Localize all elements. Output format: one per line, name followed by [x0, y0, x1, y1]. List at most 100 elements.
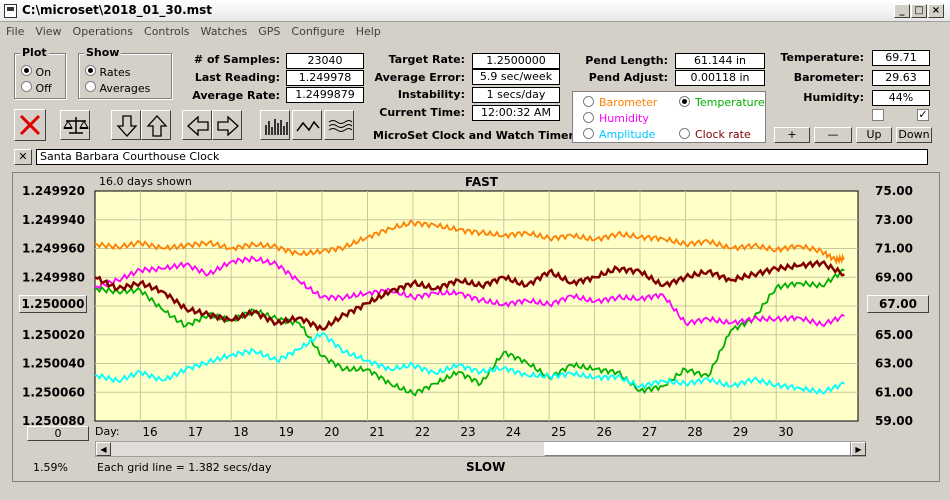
average-error-label: Average Error: — [374, 71, 465, 84]
left-tick-label: 1.249940 — [22, 213, 85, 227]
series-amplitude-radio[interactable] — [583, 128, 594, 139]
target-rate-field: 1.2500000 — [472, 53, 560, 69]
close-window-button[interactable]: × — [928, 4, 944, 18]
arrow-up-button[interactable] — [141, 110, 171, 140]
humidity-field: 44% — [872, 90, 930, 106]
down-button[interactable]: Down — [896, 127, 932, 143]
series-temperature-radio[interactable] — [679, 96, 690, 107]
menu-file[interactable]: File — [6, 25, 25, 38]
x-tick-label: 27 — [642, 425, 657, 439]
plot-off-option[interactable]: Off — [21, 81, 52, 95]
arrow-left-button[interactable] — [182, 110, 212, 140]
left-tick-label: 1.250060 — [22, 385, 85, 399]
series-humidity-option[interactable]: Humidity — [583, 112, 649, 125]
menu-help[interactable]: Help — [355, 25, 381, 38]
line-wave-icon — [296, 120, 320, 132]
show-averages-radio[interactable] — [85, 81, 96, 92]
instability-field: 1 secs/day — [472, 87, 560, 103]
left-zero-button[interactable]: 0 — [27, 426, 89, 441]
balance-scale-icon — [63, 117, 89, 134]
close-clock-button[interactable]: ✕ — [14, 149, 32, 165]
series-barometer-option[interactable]: Barometer — [583, 96, 657, 109]
x-tick-label: 25 — [551, 425, 566, 439]
pend-length-field: 61.144 in — [675, 53, 765, 69]
menu-view[interactable]: View — [35, 25, 62, 38]
series-humidity-label: Humidity — [599, 112, 649, 125]
menu-operations[interactable]: Operations — [72, 25, 134, 38]
scroll-right-button[interactable]: ▶ — [851, 442, 866, 456]
arrow-right-button[interactable] — [212, 110, 242, 140]
show-averages-label: Averages — [99, 82, 151, 95]
percent-label: 1.59% — [33, 461, 68, 474]
arrow-left-icon — [187, 115, 209, 137]
series-barometer-radio[interactable] — [583, 96, 594, 107]
pend-adjust-label: Pend Adjust: — [588, 71, 668, 84]
right-tick-label: 71.00 — [875, 242, 913, 256]
bar-view-button[interactable] — [260, 110, 290, 140]
left-tick-label: 1.249980 — [22, 270, 85, 284]
scroll-left-button[interactable]: ◀ — [96, 442, 111, 456]
x-tick-label: 23 — [460, 425, 475, 439]
right-tick-label: 59.00 — [875, 414, 913, 428]
app-icon — [4, 4, 17, 18]
option-checkbox-2[interactable]: ✓ — [917, 108, 929, 121]
series-clock-rate-radio[interactable] — [679, 128, 690, 139]
left-value-box[interactable]: 1.250000 — [19, 295, 87, 313]
menu-controls[interactable]: Controls — [144, 25, 190, 38]
series-lines — [94, 219, 845, 397]
x-tick-label: 16 — [142, 425, 157, 439]
plot-off-label: Off — [35, 82, 52, 95]
right-tick-label: 75.00 — [875, 184, 913, 198]
up-button[interactable]: Up — [856, 127, 892, 143]
red-x-icon — [19, 114, 41, 136]
pend-adjust-field: 0.00118 in — [675, 70, 765, 86]
x-tick-label: 28 — [687, 425, 702, 439]
plus-button[interactable]: + — [774, 127, 810, 143]
series-clock-rate-option[interactable]: Clock rate — [679, 128, 751, 141]
horizontal-scrollbar[interactable]: ◀ ▶ — [95, 441, 866, 457]
x-tick-label: 20 — [324, 425, 339, 439]
right-tick-label: 63.00 — [875, 357, 913, 371]
x-tick-label: 29 — [733, 425, 748, 439]
series-amplitude-label: Amplitude — [599, 128, 656, 141]
clear-button[interactable] — [14, 109, 46, 141]
plot-off-radio[interactable] — [21, 81, 32, 92]
right-tick-label: 73.00 — [875, 213, 913, 227]
barometer-field: 29.63 — [872, 70, 930, 86]
show-rates-option[interactable]: Rates — [85, 65, 130, 79]
line-view-button[interactable] — [292, 110, 322, 140]
menu-gps[interactable]: GPS — [258, 25, 281, 38]
left-tick-label: 1.250040 — [22, 357, 85, 371]
series-temperature-option[interactable]: Temperature — [679, 96, 765, 109]
series-amplitude-option[interactable]: Amplitude — [583, 128, 655, 141]
barometer-label: Barometer: — [793, 71, 864, 84]
clock-name-field[interactable]: Santa Barbara Courthouse Clock — [36, 149, 928, 165]
average-rate-field: 1.2499879 — [286, 87, 364, 103]
average-rate-label: Average Rate: — [192, 89, 280, 102]
series-humidity-radio[interactable] — [583, 112, 594, 123]
show-averages-option[interactable]: Averages — [85, 81, 150, 95]
x-axis-labels: 16 17 18 19 20 21 22 23 24 25 26 27 28 29 30 — [142, 425, 793, 439]
maximize-button[interactable]: □ — [911, 4, 927, 18]
menu-configure[interactable]: Configure — [291, 25, 345, 38]
series-temperature-line — [94, 268, 845, 397]
right-tick-label: 69.00 — [875, 270, 913, 284]
plot-on-option[interactable]: On — [21, 65, 51, 79]
x-tick-label: 18 — [233, 425, 248, 439]
arrow-down-button[interactable] — [111, 110, 141, 140]
minus-button[interactable]: — — [814, 127, 852, 143]
menu-watches[interactable]: Watches — [200, 25, 248, 38]
show-rates-label: Rates — [99, 66, 131, 79]
current-time-field: 12:00:32 AM — [472, 105, 560, 121]
show-group — [78, 53, 172, 99]
day-label: Day: — [95, 425, 120, 438]
plot-on-radio[interactable] — [21, 65, 32, 76]
right-value-box[interactable]: 67.00 — [867, 295, 929, 313]
scroll-thumb[interactable] — [544, 442, 851, 456]
x-tick-label: 17 — [188, 425, 203, 439]
show-rates-radio[interactable] — [85, 65, 96, 76]
smooth-view-button[interactable] — [324, 110, 354, 140]
balance-button[interactable] — [60, 110, 90, 140]
option-checkbox-1[interactable] — [872, 109, 884, 121]
minimize-button[interactable]: _ — [894, 4, 910, 18]
